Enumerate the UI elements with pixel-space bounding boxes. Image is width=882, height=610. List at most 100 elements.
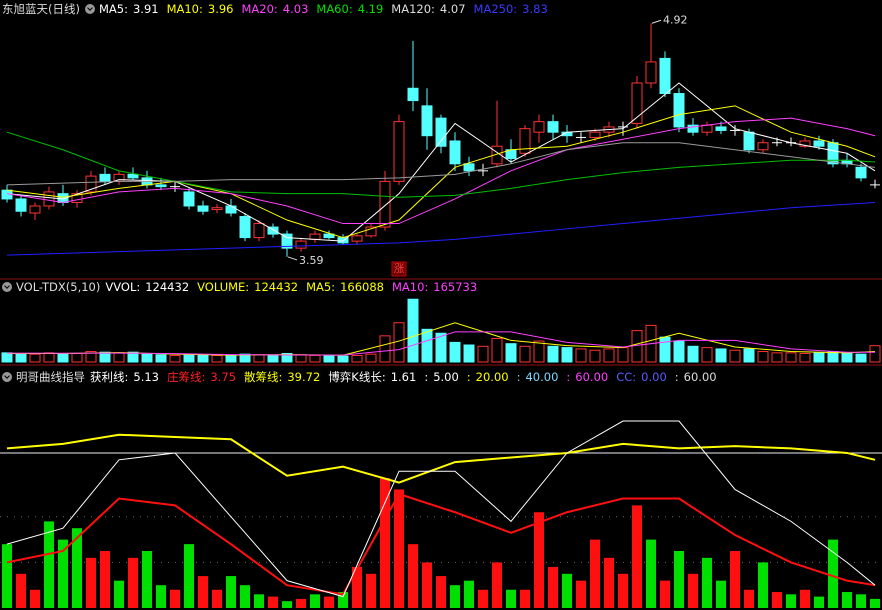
candle-body: [127, 173, 139, 179]
volume-bar: [197, 354, 209, 363]
indicator-line: [6, 433, 876, 484]
volume-bar: [379, 335, 391, 363]
indicator-line: [6, 331, 875, 356]
low-label: 3.59: [299, 254, 324, 267]
indicator-bar: [618, 573, 628, 608]
indicator-header: 明哥曲线指导 获利线: 5.13 庄筹线: 3.75 散筹线: 39.72 博弈K线长: 1.6…: [2, 369, 725, 385]
legend-label: MA5:: [306, 280, 336, 294]
volume-bar: [183, 354, 195, 363]
legend-label: VOLUME:: [197, 280, 250, 294]
legend-label: 博弈K线长:: [328, 370, 386, 384]
menu-icon[interactable]: [2, 372, 12, 382]
indicator-line: [6, 142, 876, 186]
title: 东旭蓝天(日线): [2, 2, 80, 16]
indicator-bar: [786, 594, 796, 608]
indicator-bar: [254, 594, 264, 608]
volume-bar: [57, 353, 69, 363]
indicator-bar: [800, 589, 810, 608]
candle-body: [15, 198, 27, 212]
indicator-bar: [422, 562, 432, 608]
volume-bar: [225, 354, 237, 363]
candle-body: [267, 226, 279, 235]
legend-value: 3.91: [132, 2, 159, 16]
indicator-bar: [870, 598, 880, 608]
legend-value: 165733: [433, 280, 478, 294]
candle-body: [323, 233, 335, 239]
volume-bar: [589, 349, 601, 363]
indicator-bar: [674, 551, 684, 608]
title: VOL-TDX(5,10): [16, 280, 101, 294]
indicator-bar: [366, 573, 376, 608]
high-label: 4.92: [663, 13, 688, 26]
candle-body: [197, 205, 209, 212]
indicator-bar: [758, 562, 768, 608]
candle-body: [715, 126, 727, 131]
candle-body: [631, 82, 643, 124]
candle-body: [379, 180, 391, 228]
menu-icon[interactable]: [2, 282, 12, 292]
indicator-bar: [100, 551, 110, 608]
price-header: 东旭蓝天(日线) MA5: 3.91 MA10: 3.96 MA20: 4.03 MA60: 4…: [2, 1, 556, 17]
volume-bar: [365, 353, 377, 363]
indicator-bar: [114, 580, 124, 608]
indicator-bar: [30, 589, 40, 608]
indicator-bar: [646, 539, 656, 608]
volume-bar: [407, 298, 419, 363]
indicator-bar: [744, 589, 754, 608]
legend-value: 20.00: [475, 370, 509, 384]
indicator-bar: [282, 601, 292, 608]
candle-body: [533, 121, 545, 133]
volume-bar: [435, 332, 447, 363]
indicator-bar: [772, 592, 782, 608]
volume-bar: [743, 348, 755, 363]
legend-label: MA10:: [391, 280, 429, 294]
menu-icon[interactable]: [84, 4, 95, 14]
legend-value: 0.00: [641, 370, 667, 384]
candle-body: [155, 184, 167, 188]
low-pointer: [287, 256, 298, 261]
indicator-bar: [814, 596, 824, 608]
indicator-bar: [590, 539, 600, 608]
volume-bar: [603, 348, 615, 363]
volume-bar: [211, 354, 223, 363]
volume-bar: [519, 345, 531, 363]
volume-bar: [477, 345, 489, 363]
indicator-bar: [478, 589, 488, 608]
volume-bar: [85, 351, 97, 363]
title: 明哥曲线指导: [16, 370, 85, 384]
legend-value: 5.00: [433, 370, 459, 384]
legend-label: 散筹线:: [243, 370, 283, 384]
volume-bar: [1, 352, 13, 363]
legend-label: :: [466, 370, 471, 384]
volume-bar: [869, 345, 881, 363]
volume-bar: [421, 328, 433, 363]
candle-body: [295, 240, 307, 249]
legend-value: 4.07: [439, 2, 466, 16]
candle-body: [239, 216, 251, 239]
candle-body: [813, 140, 825, 147]
indicator-bar: [576, 580, 586, 608]
legend-label: MA120:: [391, 2, 435, 16]
volume-bar: [239, 353, 251, 363]
volume-bar: [729, 349, 741, 363]
candle-body: [407, 87, 419, 102]
indicator-bar: [436, 576, 446, 608]
indicator-bar: [842, 592, 852, 608]
volume-bar: [785, 352, 797, 363]
legend-value: 124432: [254, 280, 299, 294]
volume-bar: [337, 355, 349, 363]
candle-body: [589, 131, 601, 138]
candle-body: [99, 173, 111, 182]
indicator-bar: [58, 539, 68, 608]
indicator-line: [6, 117, 876, 225]
indicator-bar: [534, 512, 544, 608]
signal-box: [391, 261, 407, 277]
candle-body: [351, 235, 363, 242]
legend-label: :: [516, 370, 521, 384]
candle-body: [393, 121, 405, 182]
indicator-bar: [352, 566, 362, 608]
volume-bar: [43, 352, 55, 363]
candle-body: [645, 61, 657, 84]
legend-value: 166088: [340, 280, 384, 294]
